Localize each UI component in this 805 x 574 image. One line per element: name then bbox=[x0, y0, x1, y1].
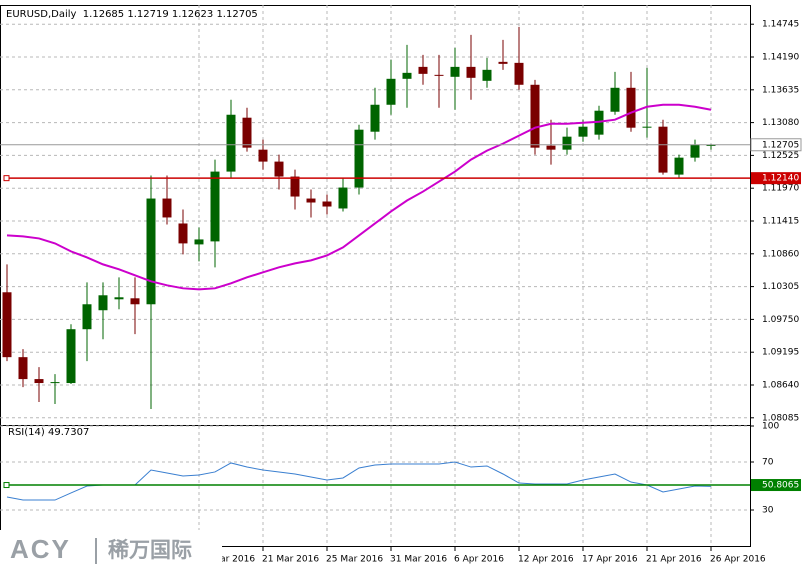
low: 1.12623 bbox=[171, 9, 214, 20]
candle-body bbox=[2, 292, 12, 358]
x-tick-label: 17 Apr 2016 bbox=[582, 555, 638, 565]
candle-body bbox=[450, 66, 460, 77]
y-tick-label: 1.10305 bbox=[762, 282, 799, 292]
line-anchor bbox=[3, 482, 10, 489]
y-tick-label: 100 bbox=[762, 422, 779, 432]
candle-body bbox=[274, 161, 284, 177]
y-tick-label: 1.08085 bbox=[762, 413, 799, 423]
candle-body bbox=[354, 129, 364, 188]
y-tick-label: 1.11970 bbox=[762, 184, 799, 194]
y-tick-label: 1.12525 bbox=[762, 151, 799, 161]
x-tick-label: 21 Apr 2016 bbox=[646, 555, 702, 565]
x-tick-label: 26 Apr 2016 bbox=[710, 555, 766, 565]
candle-body bbox=[466, 66, 476, 78]
y-tick-label: 1.13080 bbox=[762, 118, 799, 128]
candle-body bbox=[562, 136, 572, 150]
x-tick-label: 25 Mar 2016 bbox=[326, 555, 383, 565]
candle-body bbox=[50, 382, 60, 384]
price-header: EURUSD,Daily 1.12685 1.12719 1.12623 1.1… bbox=[6, 9, 258, 20]
candle-body bbox=[242, 117, 252, 148]
y-tick-label: 1.09195 bbox=[762, 348, 799, 358]
rsi-header: RSI(14) 49.7307 bbox=[8, 427, 89, 438]
candle-body bbox=[610, 87, 620, 112]
y-tick-label: 30 bbox=[762, 506, 774, 516]
candle-body bbox=[434, 74, 444, 76]
candle-body bbox=[658, 126, 668, 173]
candle-body bbox=[66, 329, 76, 384]
y-tick-label: 70 bbox=[762, 458, 774, 468]
candle-body bbox=[98, 295, 108, 311]
line-label-box bbox=[751, 479, 801, 492]
candle-body bbox=[114, 297, 124, 300]
symbol: EURUSD,Daily bbox=[6, 9, 77, 20]
candle-body bbox=[402, 72, 412, 79]
rsi-value: 49.7307 bbox=[47, 427, 90, 438]
candle-body bbox=[578, 126, 588, 137]
candle-body bbox=[146, 198, 156, 305]
candle-body bbox=[642, 126, 652, 128]
candle-body bbox=[162, 198, 172, 218]
moving-average bbox=[6, 103, 712, 291]
x-tick-label: 31 Mar 2016 bbox=[390, 555, 447, 565]
x-tick-label: 16 Mar 2016 bbox=[198, 555, 255, 565]
logo-name: 稀万国际 bbox=[108, 538, 192, 562]
x-tick-label: 21 Mar 2016 bbox=[262, 555, 319, 565]
x-tick-label: 6 Apr 2016 bbox=[454, 555, 504, 565]
candle-body bbox=[130, 298, 140, 305]
candle-body bbox=[690, 144, 700, 158]
candle-body bbox=[290, 176, 300, 197]
logo-brand: ACY bbox=[10, 534, 71, 564]
y-tick-label: 1.13635 bbox=[762, 85, 799, 95]
open: 1.12685 bbox=[82, 9, 125, 20]
candle-body bbox=[82, 304, 92, 330]
line-label: 1.12140 bbox=[762, 174, 799, 184]
candle-body bbox=[514, 62, 524, 85]
rsi-title: RSI(14) bbox=[8, 427, 45, 438]
logo-background bbox=[0, 530, 222, 574]
candle-body bbox=[306, 198, 316, 203]
frame bbox=[0, 5, 751, 547]
line-label-box bbox=[751, 172, 801, 185]
high: 1.12719 bbox=[127, 9, 169, 20]
candle-body bbox=[370, 104, 380, 132]
line-anchor bbox=[3, 175, 10, 182]
candle-body bbox=[418, 66, 428, 74]
candle-body bbox=[674, 157, 684, 175]
current-price-label: 1.12705 bbox=[762, 140, 799, 150]
candle-body bbox=[338, 187, 348, 209]
candle-body bbox=[706, 144, 716, 146]
candle-body bbox=[482, 69, 492, 81]
y-tick-label: 1.09750 bbox=[762, 315, 799, 325]
candle-body bbox=[210, 171, 220, 242]
line-label: 50.8065 bbox=[762, 481, 799, 491]
logo: ACY 稀万国际 bbox=[10, 534, 192, 564]
candle-body bbox=[530, 84, 540, 148]
x-tick-label: 12 Apr 2016 bbox=[518, 555, 574, 565]
candle-body bbox=[322, 201, 332, 207]
close: 1.12705 bbox=[216, 9, 258, 20]
candle-body bbox=[194, 239, 204, 245]
y-tick-label: 1.14190 bbox=[762, 53, 799, 63]
candle-body bbox=[226, 114, 236, 172]
y-tick-label: 1.08640 bbox=[762, 380, 799, 390]
candle-body bbox=[626, 87, 636, 128]
candle-body bbox=[34, 379, 44, 384]
y-tick-label: 1.10860 bbox=[762, 249, 799, 259]
candle-body bbox=[258, 149, 268, 162]
candle-body bbox=[546, 145, 556, 150]
candle-body bbox=[178, 223, 188, 244]
candle-body bbox=[18, 357, 28, 380]
current-price-box bbox=[750, 138, 802, 152]
candle-body bbox=[386, 78, 396, 105]
y-tick-label: 1.11415 bbox=[762, 217, 799, 227]
candle-body bbox=[498, 61, 508, 64]
y-tick-label: 1.14745 bbox=[762, 20, 799, 30]
